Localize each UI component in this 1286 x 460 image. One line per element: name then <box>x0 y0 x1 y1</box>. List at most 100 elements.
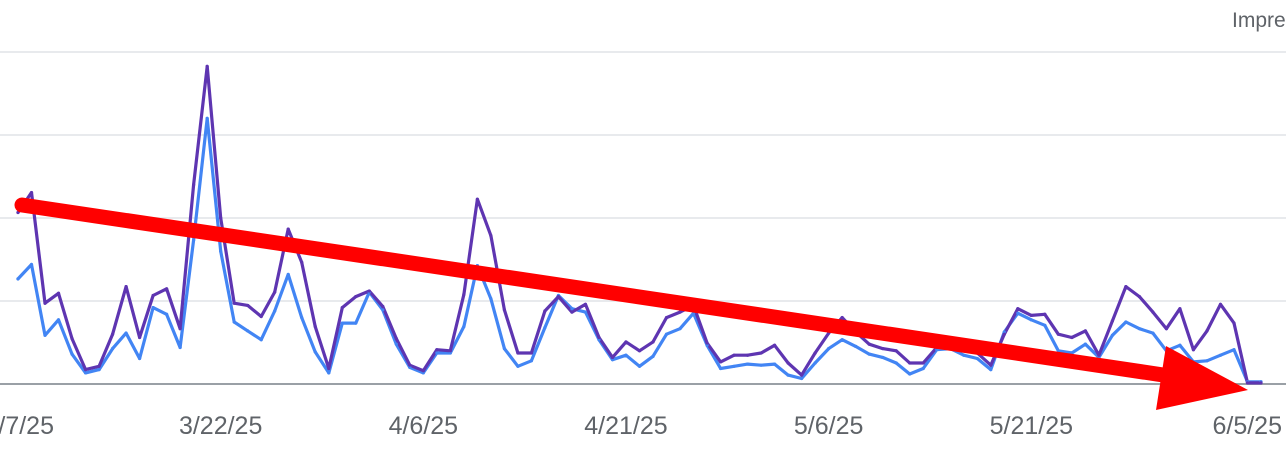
data-point <box>408 365 412 369</box>
x-tick-label: 4/21/25 <box>584 412 667 440</box>
data-point <box>354 321 358 325</box>
data-point <box>232 320 236 324</box>
data-point <box>759 351 763 355</box>
data-point <box>529 359 534 363</box>
data-point <box>165 287 169 291</box>
data-point <box>813 351 817 355</box>
data-point <box>678 327 682 331</box>
data-point <box>881 355 885 360</box>
x-tick-label: 5/6/25 <box>794 412 864 440</box>
data-point <box>1029 313 1033 317</box>
y-axis-title: Impre <box>1232 9 1286 32</box>
data-point <box>1029 318 1033 322</box>
data-point <box>1110 333 1114 337</box>
data-point <box>246 329 250 333</box>
data-point <box>1137 294 1142 299</box>
data-point <box>381 304 385 309</box>
data-point <box>97 368 101 372</box>
data-point <box>908 361 912 365</box>
x-tick-label: 5/21/25 <box>990 412 1073 440</box>
data-point <box>259 314 263 319</box>
data-point <box>1016 307 1020 311</box>
data-point <box>110 346 115 351</box>
data-point <box>1151 331 1155 335</box>
data-point <box>800 376 804 381</box>
data-point <box>1124 285 1128 289</box>
trend-arrow-head <box>1156 346 1248 410</box>
data-point <box>840 316 844 320</box>
data-point <box>313 350 317 354</box>
data-point <box>1110 319 1114 323</box>
data-point <box>651 340 655 344</box>
data-point <box>219 216 223 220</box>
data-point <box>16 277 20 281</box>
data-point <box>745 362 750 366</box>
data-point <box>989 368 993 372</box>
data-point <box>300 260 304 264</box>
data-point <box>408 363 412 367</box>
data-point <box>219 249 223 253</box>
data-point <box>1178 307 1182 311</box>
data-point <box>178 345 182 350</box>
data-point <box>732 353 736 357</box>
data-point <box>381 308 385 312</box>
data-point <box>137 356 142 361</box>
data-point <box>448 351 452 355</box>
data-point <box>502 346 506 351</box>
data-point <box>29 190 34 195</box>
data-point <box>286 227 290 231</box>
data-point <box>705 343 709 347</box>
data-point <box>124 331 128 335</box>
data-point <box>773 343 777 347</box>
data-point <box>786 373 790 377</box>
data-point <box>1178 343 1182 347</box>
data-point <box>1083 329 1087 333</box>
data-point <box>718 360 723 364</box>
data-point <box>489 297 493 301</box>
data-point <box>83 371 88 375</box>
data-point <box>894 361 898 365</box>
data-point <box>962 353 966 357</box>
data-point <box>786 361 790 365</box>
gridlines <box>0 51 1286 385</box>
data-point <box>516 351 520 355</box>
data-point <box>664 332 669 336</box>
data-point <box>1016 311 1020 315</box>
data-point <box>435 351 439 355</box>
data-point <box>151 293 155 298</box>
x-tick-label: 4/6/25 <box>389 412 459 440</box>
data-point <box>827 346 831 351</box>
data-point <box>1232 348 1236 352</box>
data-point <box>1043 312 1047 316</box>
data-point <box>624 340 628 344</box>
data-point <box>570 307 574 311</box>
data-point <box>854 344 858 348</box>
data-point <box>556 294 561 299</box>
data-point <box>678 310 682 314</box>
data-point <box>165 312 169 316</box>
data-point <box>894 349 898 353</box>
data-point <box>435 348 439 352</box>
data-point <box>340 306 344 310</box>
data-point <box>1205 329 1209 333</box>
data-point <box>178 327 182 331</box>
data-point <box>637 349 642 353</box>
data-point <box>83 368 88 372</box>
data-point <box>205 116 209 120</box>
data-point <box>732 364 736 368</box>
data-point <box>43 301 47 305</box>
trend-arrow <box>14 197 1248 410</box>
data-point <box>1232 321 1236 325</box>
data-point <box>664 316 669 320</box>
data-point <box>97 364 101 368</box>
data-point <box>583 310 588 314</box>
data-point <box>570 310 574 314</box>
data-point <box>718 366 723 371</box>
data-point <box>867 352 871 356</box>
data-point <box>421 369 425 373</box>
data-point <box>192 238 196 242</box>
data-point <box>394 342 398 346</box>
data-point <box>529 351 534 355</box>
data-point <box>232 301 236 305</box>
x-tick-label: 3/22/25 <box>179 412 262 440</box>
